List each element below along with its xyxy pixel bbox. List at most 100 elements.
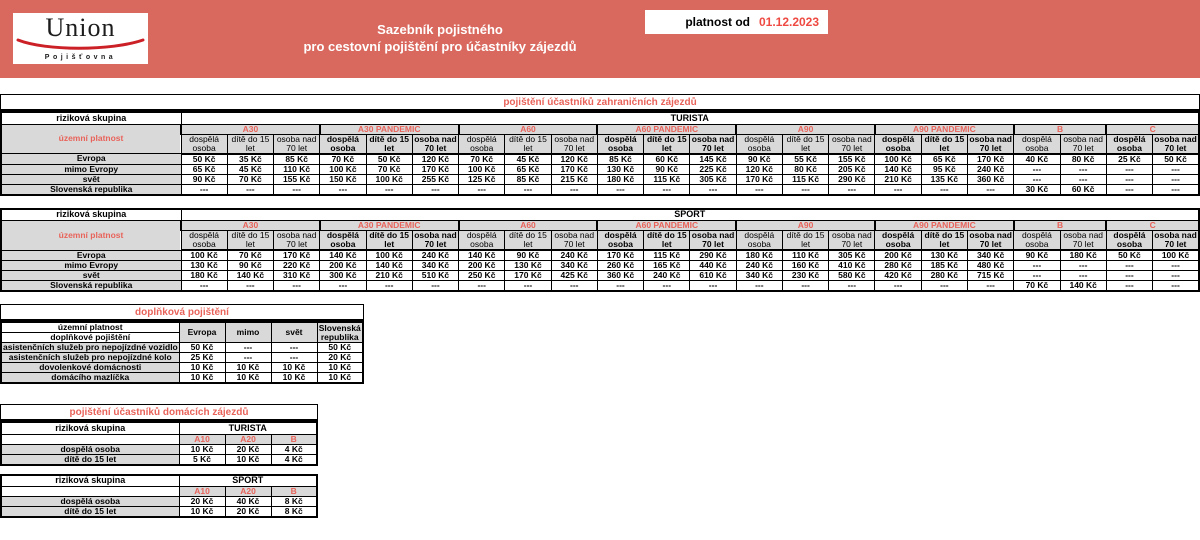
price-cell: 240 Kč: [735, 260, 783, 271]
price-cell: ---: [411, 280, 460, 292]
person-category: dospělá osoba: [319, 230, 367, 251]
person-category: osoba nad 70 let: [1152, 133, 1200, 155]
price-cell: 140 Kč: [458, 249, 506, 261]
price-cell: 180 Kč: [596, 173, 645, 185]
price-cell: 165 Kč: [643, 260, 691, 271]
price-cell: ---: [781, 280, 830, 292]
price-cell: ---: [458, 183, 506, 195]
group-code: C: [1105, 123, 1200, 135]
price-cell: 135 Kč: [920, 173, 969, 185]
foreign-turista-table: riziková skupina TURISTA územní platnost A3…: [0, 111, 1200, 196]
price-cell: ---: [596, 183, 645, 195]
foreign-section-title: pojištění účastníků zahraničních zájezdů: [0, 94, 1200, 111]
price-cell: 210 Kč: [874, 173, 922, 185]
price-cell: 55 Kč: [781, 153, 830, 165]
price-cell: 220 Kč: [273, 260, 321, 271]
price-cell: 90 Kč: [735, 153, 783, 165]
person-category: osoba nad 70 let: [1059, 230, 1107, 251]
price-cell: ---: [1105, 270, 1154, 281]
price-cell: 4 Kč: [270, 453, 318, 465]
price-cell: ---: [920, 183, 969, 195]
price-cell: 140 Kč: [1059, 280, 1107, 292]
price-cell: 305 Kč: [689, 173, 737, 185]
price-cell: ---: [319, 280, 367, 292]
price-cell: 100 Kč: [1152, 249, 1200, 261]
price-cell: 20 Kč: [224, 443, 272, 455]
price-cell: ---: [226, 183, 275, 195]
price-cell: 715 Kč: [967, 270, 1015, 281]
price-cell: 90 Kč: [226, 260, 275, 271]
price-cell: 10 Kč: [224, 372, 272, 384]
price-cell: 45 Kč: [226, 163, 275, 175]
territory-row-label: Evropa: [0, 153, 182, 165]
price-cell: 170 Kč: [504, 270, 552, 281]
price-cell: 340 Kč: [967, 249, 1015, 261]
price-cell: 210 Kč: [365, 270, 413, 281]
risk-group-value: SPORT: [180, 208, 1200, 221]
union-logo-wordmark: Union: [45, 13, 116, 42]
price-cell: ---: [967, 183, 1015, 195]
table-row: asistenčních služeb pro nepojízdné vozid…: [0, 342, 364, 353]
person-category: dospělá osoba: [1105, 230, 1154, 251]
supplementary-insurance-section: doplňková pojištění územní platnost Evrop…: [0, 304, 364, 384]
table-row: Slovenská republika --- --- --- --- --- --- ---…: [0, 183, 1200, 195]
person-category: dospělá osoba: [596, 133, 645, 155]
price-cell: 85 Kč: [273, 153, 321, 165]
column-header: svět: [270, 321, 318, 343]
price-cell: 40 Kč: [224, 496, 272, 507]
price-cell: 225 Kč: [689, 163, 737, 175]
price-cell: ---: [1105, 183, 1154, 195]
tariff-group-row: územní platnost A30 A30 PANDEMIC A60 A60 PAN…: [0, 123, 1200, 154]
group-code: A20: [224, 433, 272, 445]
price-cell: 10 Kč: [178, 443, 226, 455]
price-cell: ---: [270, 342, 318, 353]
group-code: B: [270, 486, 318, 497]
price-cell: 340 Kč: [735, 270, 783, 281]
table-row: dospělá osoba 10 Kč 20 Kč 4 Kč: [0, 443, 318, 455]
territory-label: územní platnost: [0, 123, 182, 154]
price-cell: 115 Kč: [643, 249, 691, 261]
price-cell: ---: [504, 183, 552, 195]
territory-row-label: svět: [0, 270, 182, 281]
price-cell: 510 Kč: [411, 270, 460, 281]
price-cell: 85 Kč: [596, 153, 645, 165]
price-cell: ---: [1013, 270, 1061, 281]
group-code: A30: [180, 123, 321, 135]
price-cell: 140 Kč: [874, 163, 922, 175]
price-cell: 50 Kč: [178, 342, 226, 353]
price-cell: ---: [180, 280, 228, 292]
price-cell: 60 Kč: [643, 153, 691, 165]
person-category: dospělá osoba: [874, 133, 922, 155]
price-cell: 70 Kč: [458, 153, 506, 165]
price-cell: ---: [689, 280, 737, 292]
table-row: svět 180 Kč 140 Kč 310 Kč 300 Kč 210 Kč 510 Kč…: [0, 270, 1200, 281]
price-cell: 100 Kč: [458, 163, 506, 175]
price-cell: ---: [273, 183, 321, 195]
price-cell: ---: [1152, 260, 1200, 271]
tariff-code-row: A10 A20 B: [0, 433, 318, 445]
validity-date: 01.12.2023: [758, 15, 820, 29]
price-cell: 240 Kč: [643, 270, 691, 281]
price-cell: ---: [874, 280, 922, 292]
group-code: A30: [180, 220, 321, 231]
person-category: dítě do 15 let: [365, 133, 413, 155]
table-row: Evropa 100 Kč 70 Kč 170 Kč 140 Kč 100 Kč 240 K…: [0, 249, 1200, 261]
person-category: dítě do 15 let: [920, 230, 969, 251]
person-category: dospělá osoba: [1013, 133, 1061, 155]
group-code: A90: [735, 123, 876, 135]
price-cell: ---: [550, 183, 598, 195]
price-cell: ---: [1105, 163, 1154, 175]
group-code: A20: [224, 486, 272, 497]
price-cell: 20 Kč: [224, 506, 272, 518]
territory-label: územní platnost: [0, 321, 180, 333]
table-row: dospělá osoba 20 Kč 40 Kč 8 Kč: [0, 496, 318, 507]
foreign-insurance-section: pojištění účastníků zahraničních zájezdů…: [0, 94, 1200, 292]
union-logo-subtitle: Pojišťovna: [44, 54, 117, 61]
price-cell: ---: [504, 280, 552, 292]
person-category: dospělá osoba: [458, 230, 506, 251]
price-cell: 180 Kč: [180, 270, 228, 281]
price-cell: 10 Kč: [224, 453, 272, 465]
person-category: dospělá osoba: [180, 133, 228, 155]
supplementary-header-row: územní platnost Evropa mimo svět Slovenská r…: [0, 321, 364, 343]
price-cell: ---: [828, 183, 876, 195]
